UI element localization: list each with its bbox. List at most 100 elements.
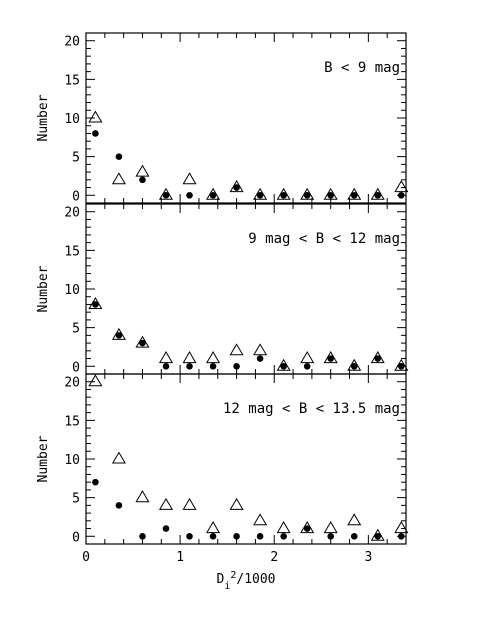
filled-circle-marker bbox=[303, 362, 311, 370]
y-tick-label: 10 bbox=[64, 112, 80, 127]
filled-circle-marker bbox=[280, 362, 287, 370]
open-triangle-marker bbox=[323, 351, 338, 364]
y-tick-label: 20 bbox=[64, 376, 80, 391]
open-triangle-marker bbox=[135, 335, 150, 348]
y-tick-label: 10 bbox=[64, 283, 80, 298]
filled-circle-marker bbox=[186, 532, 193, 540]
y-tick-label: 15 bbox=[64, 73, 80, 88]
panel-label: 9 mag < B < 12 mag bbox=[248, 231, 400, 247]
y-tick-label: 0 bbox=[72, 530, 80, 545]
open-triangle-marker bbox=[300, 351, 315, 364]
panels-layer: 0 5 10 15 20 Number B < 9 mag 0 5 10 15 20 Number 9 m… bbox=[36, 32, 409, 545]
open-triangle-marker bbox=[135, 490, 150, 503]
open-triangle-marker bbox=[229, 343, 244, 356]
filled-circle-marker bbox=[280, 532, 287, 540]
open-triangle-marker bbox=[182, 351, 197, 364]
filled-circle-marker bbox=[92, 301, 99, 308]
x-axis-title-superscript: 2 bbox=[230, 570, 236, 581]
filled-circle-marker bbox=[209, 362, 217, 370]
panel-frame bbox=[85, 373, 407, 545]
open-triangle-marker bbox=[323, 187, 338, 200]
open-triangle-marker bbox=[88, 374, 103, 387]
open-triangle-marker bbox=[229, 497, 244, 510]
filled-circle-marker bbox=[256, 355, 264, 362]
filled-circle-marker bbox=[162, 191, 170, 199]
open-triangle-marker bbox=[135, 164, 150, 177]
y-tick-label: 20 bbox=[64, 35, 80, 50]
filled-circle-marker bbox=[115, 502, 123, 509]
open-triangle-marker bbox=[158, 497, 174, 510]
x-tick-label: 0 bbox=[82, 550, 90, 565]
filled-circle-marker bbox=[233, 362, 240, 370]
filled-circle-marker bbox=[139, 339, 146, 347]
panel-3: 0 5 10 15 20 Number 12 mag < B < 13.5 mag bbox=[36, 373, 409, 545]
x-tick-label: 2 bbox=[270, 550, 278, 565]
y-tick-label: 0 bbox=[72, 360, 80, 375]
filled-circle-marker bbox=[92, 130, 99, 137]
open-triangle-marker bbox=[300, 521, 315, 534]
y-tick-label: 20 bbox=[64, 206, 80, 221]
panel-frame bbox=[85, 32, 407, 204]
filled-circle-marker bbox=[115, 153, 123, 160]
y-tick-label: 0 bbox=[72, 189, 80, 204]
y-tick-label: 10 bbox=[64, 453, 80, 468]
filled-circle-marker bbox=[397, 532, 405, 540]
x-axis-title-subscript: i bbox=[224, 581, 230, 592]
open-triangle-marker bbox=[394, 180, 409, 193]
open-triangle-marker bbox=[394, 358, 409, 371]
filled-circle-marker bbox=[92, 478, 99, 486]
open-triangle-marker bbox=[300, 187, 315, 200]
open-triangle-marker bbox=[394, 521, 409, 534]
open-triangle-marker bbox=[253, 187, 268, 200]
x-axis-title-main: D bbox=[216, 572, 224, 587]
open-triangle-marker bbox=[253, 343, 268, 356]
filled-circle-marker bbox=[350, 362, 358, 370]
filled-circle-marker bbox=[233, 184, 240, 191]
y-tick-label: 15 bbox=[64, 244, 80, 259]
filled-circle-marker bbox=[162, 362, 170, 370]
open-triangle-marker bbox=[182, 172, 197, 185]
filled-circle-marker bbox=[280, 191, 287, 199]
open-triangle-marker bbox=[370, 351, 385, 364]
panel-1: 0 5 10 15 20 Number B < 9 mag bbox=[36, 32, 409, 204]
filled-circle-marker bbox=[139, 532, 146, 540]
filled-circle-marker bbox=[209, 191, 217, 199]
x-axis-title: Di2/1000 bbox=[216, 570, 275, 592]
open-triangle-marker bbox=[158, 351, 174, 364]
filled-circle-marker bbox=[374, 532, 382, 540]
y-tick-label: 5 bbox=[72, 492, 80, 507]
open-triangle-marker bbox=[229, 180, 244, 193]
filled-circle-marker bbox=[397, 362, 405, 370]
open-triangle-marker bbox=[158, 187, 174, 200]
filled-circle-marker bbox=[256, 532, 264, 540]
filled-circle-marker bbox=[327, 191, 335, 199]
y-tick-label: 15 bbox=[64, 414, 80, 429]
filled-circle-marker bbox=[233, 532, 240, 540]
y-axis-title: Number bbox=[36, 265, 51, 312]
open-triangle-marker bbox=[323, 521, 338, 534]
filled-circle-marker bbox=[209, 532, 217, 540]
filled-circle-marker bbox=[139, 176, 146, 184]
x-tick-label: 1 bbox=[176, 550, 184, 565]
open-triangle-marker bbox=[347, 513, 362, 526]
panel-label: 12 mag < B < 13.5 mag bbox=[223, 401, 400, 417]
open-triangle-marker bbox=[111, 451, 126, 464]
filled-circle-marker bbox=[303, 191, 311, 199]
filled-circle-marker bbox=[327, 355, 335, 362]
filled-circle-marker bbox=[186, 191, 193, 199]
y-axis-title: Number bbox=[36, 94, 51, 141]
filled-circle-marker bbox=[303, 525, 311, 532]
filled-circle-marker bbox=[186, 362, 193, 370]
open-triangle-marker bbox=[206, 351, 221, 364]
x-axis-title-tail: /1000 bbox=[236, 572, 275, 587]
filled-circle-marker bbox=[327, 532, 335, 540]
panel-label: B < 9 mag bbox=[324, 60, 400, 76]
open-triangle-marker bbox=[276, 521, 291, 534]
open-triangle-marker bbox=[182, 497, 197, 510]
filled-circle-marker bbox=[374, 191, 382, 199]
panel-2: 0 5 10 15 20 Number 9 mag < B < 12 mag bbox=[36, 203, 409, 375]
open-triangle-marker bbox=[111, 172, 126, 185]
open-triangle-marker bbox=[88, 110, 103, 123]
